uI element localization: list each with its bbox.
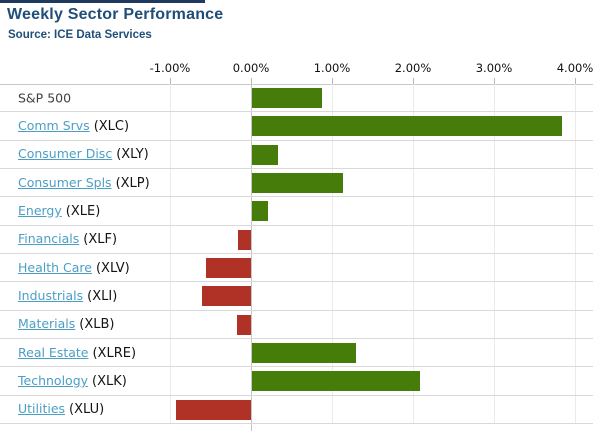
chart-title: Weekly Sector Performance	[7, 6, 224, 23]
sector-row-label: Real Estate (XLRE)	[18, 345, 136, 361]
performance-bar	[252, 88, 322, 108]
sector-row-label: Utilities (XLU)	[18, 401, 104, 417]
sector-link[interactable]: Financials	[18, 231, 80, 247]
performance-bar	[252, 201, 268, 222]
sector-link[interactable]: Comm Srvs	[18, 117, 90, 133]
performance-bar	[252, 116, 562, 137]
gridline	[575, 84, 576, 424]
x-tick-mark	[332, 78, 333, 84]
performance-bar	[176, 399, 251, 420]
sector-ticker: (XLK)	[92, 373, 127, 389]
sector-row-label: Consumer Spls (XLP)	[18, 175, 150, 191]
gridline	[413, 84, 414, 424]
sector-link[interactable]: Consumer Disc	[18, 146, 113, 162]
sector-link[interactable]: Real Estate	[18, 344, 89, 360]
sector-row: Health Care (XLV)	[0, 254, 593, 283]
sector-ticker: (XLY)	[116, 147, 149, 163]
x-tick-mark	[575, 78, 576, 84]
sector-row-label: Energy (XLE)	[18, 203, 100, 219]
x-tick-label: 4.00%	[556, 61, 594, 75]
sector-row: Industrials (XLI)	[0, 282, 593, 311]
sector-row: Financials (XLF)	[0, 226, 593, 254]
sector-link[interactable]: Health Care	[18, 259, 92, 275]
sector-row: Technology (XLK)	[0, 367, 593, 396]
performance-bar	[252, 342, 356, 363]
sector-link[interactable]: Utilities	[18, 401, 66, 417]
sector-ticker: (XLU)	[69, 402, 105, 418]
sector-label-plain: S&P 500	[18, 90, 72, 106]
gridline	[332, 84, 333, 424]
sector-link[interactable]: Industrials	[18, 287, 84, 303]
performance-bar	[206, 257, 251, 278]
sector-ticker: (XLF)	[83, 232, 118, 248]
x-tick-label: 0.00%	[232, 61, 270, 75]
sector-row: Materials (XLB)	[0, 311, 593, 339]
sector-row-label: Materials (XLB)	[18, 316, 115, 332]
sector-row: Utilities (XLU)	[0, 396, 593, 424]
sector-row: Real Estate (XLRE)	[0, 339, 593, 368]
x-tick-label: 3.00%	[475, 61, 513, 75]
sector-ticker: (XLC)	[93, 118, 130, 134]
sector-ticker: (XLV)	[95, 260, 130, 276]
x-tick-label: 2.00%	[394, 61, 432, 75]
zero-axis-line	[251, 84, 252, 431]
sector-row-label: Industrials (XLI)	[18, 288, 117, 304]
sector-row: Consumer Spls (XLP)	[0, 169, 593, 198]
x-tick-mark	[170, 78, 171, 84]
sector-row-label: Financials (XLF)	[18, 231, 117, 247]
sector-ticker: (XLP)	[115, 175, 150, 191]
sector-ticker: (XLE)	[65, 203, 101, 219]
performance-bar	[202, 286, 251, 307]
x-tick-label: -1.00%	[149, 61, 191, 75]
performance-bar	[238, 229, 251, 250]
performance-bar	[237, 314, 251, 335]
sector-link[interactable]: Energy	[18, 202, 62, 218]
x-tick-mark	[494, 78, 495, 84]
sector-row-label: Health Care (XLV)	[18, 260, 130, 276]
sector-ticker: (XLB)	[79, 317, 115, 333]
top-border-strip	[0, 0, 205, 3]
sector-link[interactable]: Consumer Spls	[18, 174, 112, 190]
gridline	[494, 84, 495, 424]
sector-ticker: (XLI)	[87, 288, 118, 304]
sector-link[interactable]: Materials	[18, 316, 76, 332]
sector-row: S&P 500	[0, 84, 593, 113]
sector-link[interactable]: Technology	[18, 372, 89, 388]
gridline	[170, 84, 171, 424]
sector-row-label: Consumer Disc (XLY)	[18, 146, 149, 162]
performance-bar	[252, 172, 343, 193]
sector-row-label: Technology (XLK)	[18, 373, 127, 389]
x-axis-line	[0, 84, 593, 85]
sector-row-label: Comm Srvs (XLC)	[18, 118, 129, 134]
sector-row-label: S&P 500	[18, 90, 71, 105]
sector-row: Consumer Disc (XLY)	[0, 141, 593, 169]
performance-bar	[252, 371, 420, 392]
x-tick-mark	[413, 78, 414, 84]
performance-bar	[252, 144, 278, 165]
sector-ticker: (XLRE)	[92, 345, 137, 361]
x-tick-mark	[251, 78, 252, 84]
sector-row: Comm Srvs (XLC)	[0, 112, 593, 141]
source-label: Source: ICE Data Services	[8, 29, 152, 41]
sector-row: Energy (XLE)	[0, 197, 593, 226]
x-tick-label: 1.00%	[313, 61, 351, 75]
